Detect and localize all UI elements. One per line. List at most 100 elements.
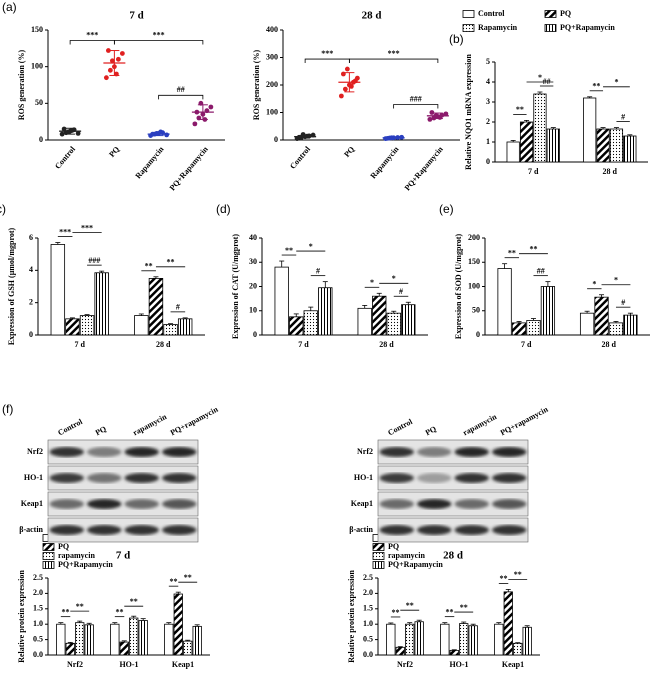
blot-band <box>454 525 489 535</box>
bar <box>129 617 139 656</box>
significance-label: ** <box>514 570 522 579</box>
data-point <box>75 131 81 136</box>
legend-label: PQ+Rapamycin <box>58 560 113 569</box>
bar <box>75 622 85 656</box>
bar <box>386 623 396 656</box>
blot-band <box>87 447 122 457</box>
chart-title: 28 d <box>362 10 382 22</box>
significance-label: *** <box>153 30 165 39</box>
data-point <box>164 132 170 138</box>
y-tick-label: 2 <box>486 117 490 126</box>
bar <box>65 642 75 656</box>
legend-swatch <box>42 552 55 560</box>
bar <box>440 623 450 656</box>
x-tick-label: Rapamycin <box>134 144 166 180</box>
blot-band <box>417 473 452 483</box>
bar <box>386 312 401 336</box>
significance-label: ** <box>130 597 138 606</box>
significance-label: ** <box>392 608 400 617</box>
bar <box>94 272 109 336</box>
protein-label: Keap1 <box>351 499 373 508</box>
significance-label: ## <box>543 77 551 86</box>
significance-label: * <box>614 78 618 87</box>
y-tick-label: 150 <box>31 25 43 34</box>
legend-label: PQ+Rapamycin <box>560 23 615 32</box>
protein-label: HO-1 <box>354 473 373 482</box>
x-tick-label: 7 d <box>521 340 532 349</box>
protein-label: Nrf2 <box>357 447 373 456</box>
data-point <box>192 121 198 127</box>
data-point <box>338 93 344 99</box>
protein-label: HO-1 <box>24 473 43 482</box>
y-tick-label: 50 <box>35 98 43 107</box>
bar <box>289 316 304 336</box>
y-tick-label: 200 <box>468 233 480 242</box>
y-tick-label: 400 <box>266 25 278 34</box>
y-tick-label: 1 <box>486 137 490 146</box>
legend-swatch <box>462 10 475 18</box>
bar <box>623 314 638 336</box>
protein-label: Keap1 <box>21 499 43 508</box>
blot-band <box>87 525 122 535</box>
blot-band <box>492 525 527 535</box>
significance-label: # <box>621 112 625 121</box>
y-tick-label: 30 <box>249 257 257 266</box>
significance-label: ** <box>460 603 468 612</box>
bar <box>623 135 637 163</box>
y-tick-label: 0 <box>29 330 33 339</box>
blot-band <box>379 473 414 483</box>
legend-label: rapamycin <box>58 551 95 560</box>
blot-band <box>492 447 527 457</box>
protein-label: Nrf2 <box>27 447 43 456</box>
x-tick-label: PQ+Rapamycin <box>168 144 210 192</box>
y-tick-label: 0.5 <box>33 634 43 643</box>
blot-band <box>417 447 452 457</box>
blot-band <box>49 499 84 509</box>
blot-band <box>492 499 527 509</box>
y-tick-label: 150 <box>468 257 480 266</box>
significance-bracket <box>348 58 439 64</box>
y-tick-label: 3 <box>486 97 490 106</box>
blot-band <box>492 473 527 483</box>
bar <box>134 315 149 336</box>
y-tick-label: 20 <box>249 281 257 290</box>
bar <box>110 623 120 656</box>
significance-label: ## <box>537 266 545 275</box>
lane-label: rapamycin <box>131 412 168 438</box>
blot-band <box>379 525 414 535</box>
bar <box>540 286 556 336</box>
bar <box>56 623 66 656</box>
y-tick-label: 0.5 <box>363 634 373 643</box>
lane-label: Control <box>56 417 84 438</box>
y-tick-label: 5 <box>486 57 490 66</box>
bar <box>596 128 610 163</box>
data-point <box>427 116 433 122</box>
y-axis-label: Relative NQO1 mRNA expression <box>464 54 473 170</box>
x-tick-label: Nrf2 <box>397 660 413 669</box>
bar <box>183 640 193 656</box>
significance-label: # <box>621 298 625 307</box>
legend-swatch <box>372 561 385 569</box>
y-tick-label: 1.0 <box>363 619 373 628</box>
bar <box>395 646 405 656</box>
bar <box>546 128 560 163</box>
significance-label: # <box>316 266 320 275</box>
blot-band <box>162 473 197 483</box>
blot-band <box>49 525 84 535</box>
y-tick-label: 0 <box>39 135 43 144</box>
x-tick-label: HO-1 <box>119 660 138 669</box>
blot-band <box>454 473 489 483</box>
legend-label: Control <box>478 9 505 18</box>
bar <box>579 312 595 336</box>
x-tick-label: Control <box>53 144 77 171</box>
y-tick-label: 100 <box>31 61 43 70</box>
bar <box>503 591 513 656</box>
x-tick-label: Keap1 <box>502 660 524 669</box>
significance-label: ## <box>177 85 185 94</box>
blot-band <box>417 499 452 509</box>
y-tick-label: 100 <box>468 281 480 290</box>
legend-swatch <box>372 543 385 551</box>
y-tick-label: 1.5 <box>33 604 43 613</box>
lane-label: PQ <box>94 424 108 437</box>
bar <box>519 121 534 163</box>
